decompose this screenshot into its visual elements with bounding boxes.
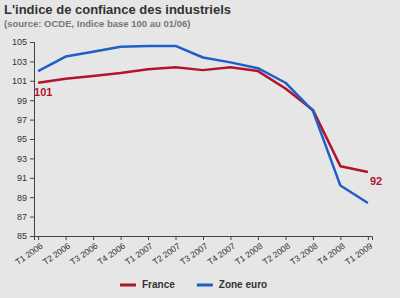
legend-label: France [142, 279, 175, 290]
tick-mark [121, 236, 122, 240]
tick-mark [93, 236, 94, 240]
tick-mark [30, 158, 34, 159]
tick: 91 [17, 173, 34, 183]
tick-label: T1 2007 [123, 241, 155, 267]
tick: 97 [17, 115, 34, 125]
tick-mark [230, 236, 231, 240]
tick-label: 101 [12, 76, 27, 86]
tick-mark [30, 120, 34, 121]
tick-label: 91 [17, 173, 27, 183]
tick-label: T2 2006 [41, 241, 73, 267]
tick-label: T2 2007 [151, 241, 183, 267]
tick: 85 [17, 231, 34, 241]
plot: 8587899193959799101103105T1 2006T2 2006T… [12, 37, 382, 267]
tick: T4 2007 [206, 236, 238, 267]
tick-label: T1 2008 [233, 241, 265, 267]
legend: France Zone euro [120, 279, 267, 290]
legend-item: Zone euro [197, 279, 267, 290]
axis-line [35, 237, 373, 241]
tick-label: T4 2006 [96, 241, 128, 267]
tick-label: T3 2008 [288, 241, 320, 267]
tick: 99 [17, 96, 34, 106]
tick: 89 [17, 193, 34, 203]
tick: T3 2007 [178, 236, 210, 267]
title: L'indice de confiance des industriels [4, 2, 231, 17]
tick-label: 85 [17, 231, 27, 241]
tick-mark [368, 236, 369, 240]
subtitle: (source: OCDE, Indice base 100 au 01/06) [4, 18, 190, 29]
value-labels: 101 92 [34, 86, 382, 187]
tick-label: 89 [17, 193, 27, 203]
tick-mark [30, 42, 34, 43]
tick: 87 [17, 212, 34, 222]
tick-label: 87 [17, 212, 27, 222]
tick-mark [340, 236, 341, 240]
legend-swatch [197, 284, 213, 287]
tick-mark [176, 236, 177, 240]
tick-label: T2 2008 [261, 241, 293, 267]
tick-mark [258, 236, 259, 240]
y-axis: 85 87 89 91 93 95 97 99 101 103 105 [12, 37, 35, 241]
tick: T1 2009 [343, 236, 375, 267]
tick-label: 93 [17, 154, 27, 164]
data-label: 92 [370, 175, 382, 187]
line [38, 46, 368, 203]
axis-line [30, 43, 35, 237]
tick: T2 2006 [41, 236, 73, 267]
legend-item: France [120, 279, 175, 290]
tick-label: T3 2006 [68, 241, 100, 267]
tick: T2 2007 [151, 236, 183, 267]
tick: 93 [17, 154, 34, 164]
tick-label: 95 [17, 134, 27, 144]
legend-swatch [120, 284, 136, 287]
tick-mark [30, 61, 34, 62]
tick: T1 2007 [123, 236, 155, 267]
line [38, 67, 368, 172]
tick-label: 99 [17, 96, 27, 106]
tick-label: T1 2006 [13, 241, 45, 267]
tick: 101 [12, 76, 34, 86]
tick-label: T4 2008 [316, 241, 348, 267]
tick: T3 2008 [288, 236, 320, 267]
x-axis: T1 2006T2 2006T3 2006T4 2006T1 2007T2 20… [13, 236, 374, 267]
tick: T1 2006 [13, 236, 45, 267]
data-label: 101 [34, 86, 52, 98]
lines [38, 46, 368, 203]
tick-mark [148, 236, 149, 240]
tick-mark [66, 236, 67, 240]
tick-mark [30, 178, 34, 179]
tick-mark [285, 236, 286, 240]
tick-mark [30, 197, 34, 198]
tick: T1 2008 [233, 236, 265, 267]
tick-mark [30, 139, 34, 140]
tick: T2 2008 [261, 236, 293, 267]
tick-label: T4 2007 [206, 241, 238, 267]
legend-label: Zone euro [219, 279, 267, 290]
chart: L'indice de confiance des industriels(so… [0, 0, 400, 298]
tick-label: 97 [17, 115, 27, 125]
tick: 105 [12, 37, 34, 47]
tick: 95 [17, 134, 34, 144]
tick-mark [30, 217, 34, 218]
tick-mark [30, 236, 34, 237]
tick: T3 2006 [68, 236, 100, 267]
tick-label: 105 [12, 37, 27, 47]
tick: 103 [12, 57, 34, 67]
tick-mark [38, 236, 39, 240]
tick-mark [30, 100, 34, 101]
tick-label: 103 [12, 57, 27, 67]
tick: T4 2008 [316, 236, 348, 267]
tick: T4 2006 [96, 236, 128, 267]
tick-mark [313, 236, 314, 240]
tick-label: T3 2007 [178, 241, 210, 267]
tick-mark [30, 81, 34, 82]
tick-mark [203, 236, 204, 240]
tick-label: T1 2009 [343, 241, 375, 267]
